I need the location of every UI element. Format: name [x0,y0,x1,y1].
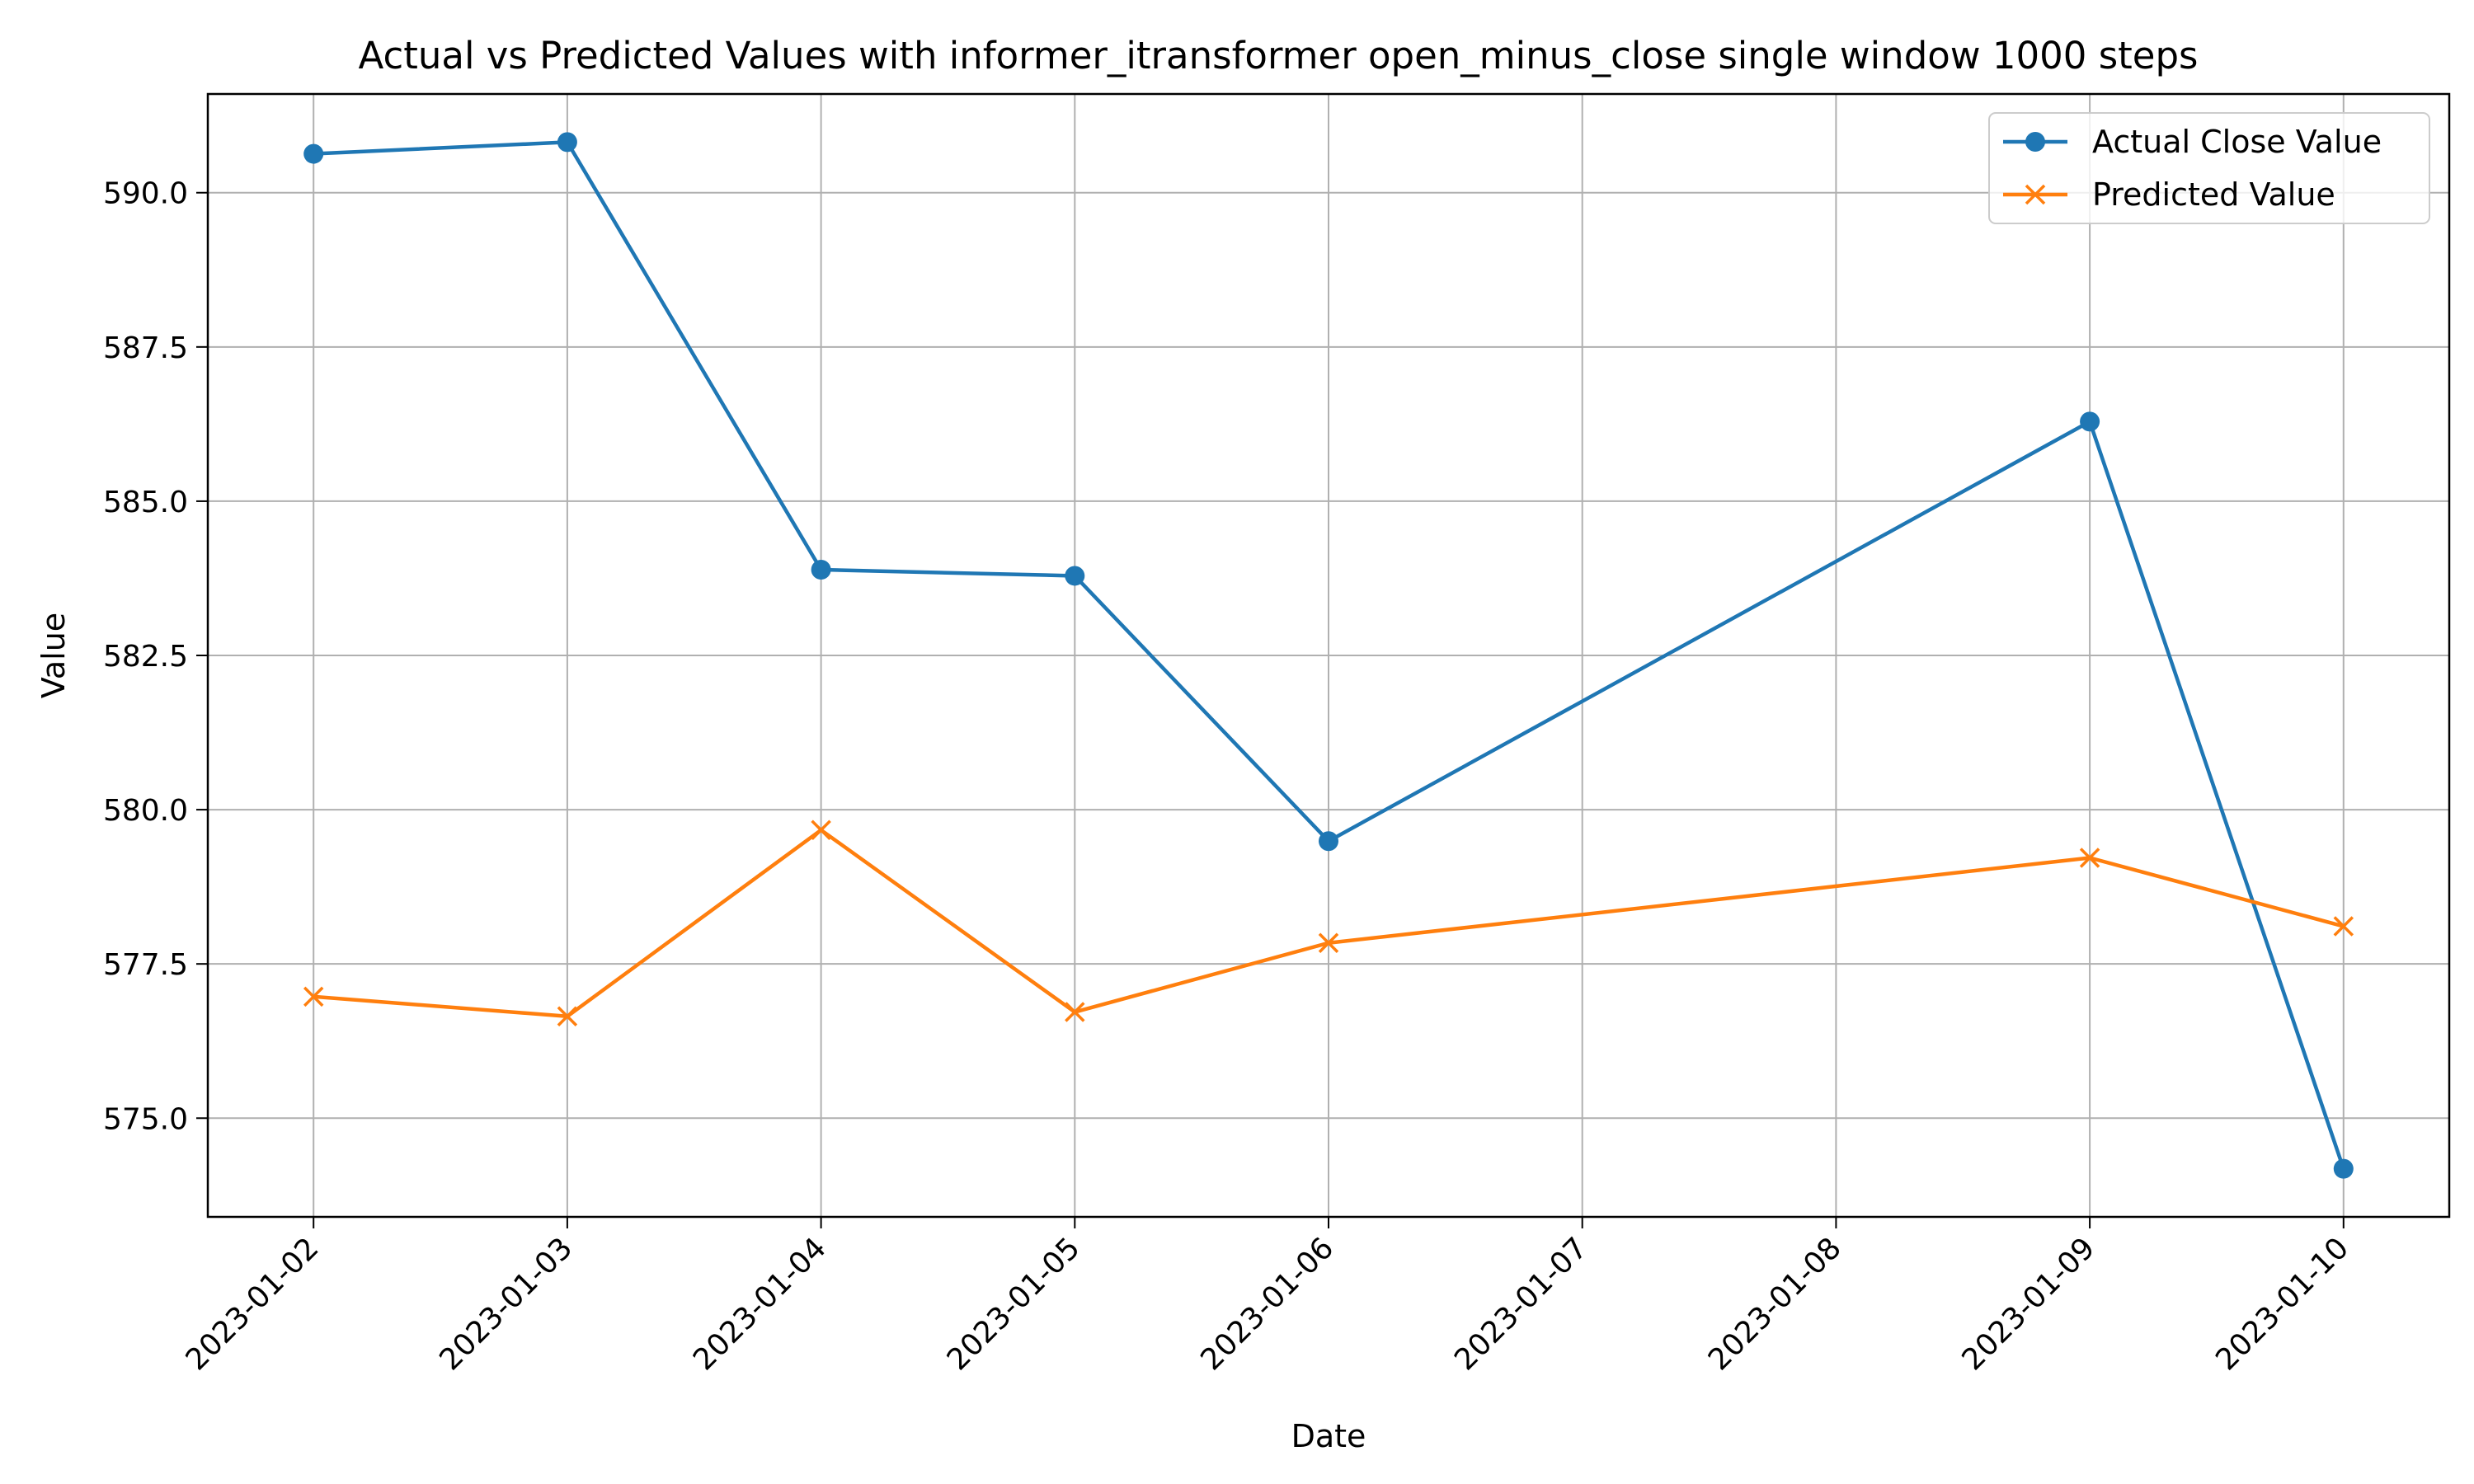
legend-item: Actual Close Value [2003,124,2382,160]
marker-stroke [2079,848,2100,868]
chart-title: Actual vs Predicted Values with informer… [358,34,2198,77]
data-point [2080,411,2100,432]
data-point [1065,1002,1085,1022]
data-point [811,559,831,580]
legend-marker [2025,132,2045,152]
data-point [303,986,324,1007]
y-tick-label: 575.0 [103,1102,188,1136]
y-tick-label: 585.0 [103,486,188,519]
data-point [557,132,577,153]
legend-item: Predicted Value [2003,176,2335,213]
data-point [557,1006,578,1027]
data-point [1318,932,1339,953]
data-point [1065,566,1085,586]
legend-marker [2025,184,2046,205]
x-axis-label: Date [1291,1418,1366,1454]
grid [208,94,2449,1217]
y-tick-label: 587.5 [103,331,188,365]
marker-stroke [557,1006,578,1027]
y-axis: 575.0 577.5 580.0 582.5 585.0 587.5 590.0 [103,177,208,1136]
data-point [811,819,831,841]
data-point [2079,848,2100,868]
data-point [303,143,324,164]
y-tick-label: 582.5 [103,640,188,674]
legend-label: Actual Close Value [2092,124,2382,160]
series-layer [303,132,2354,1179]
data-point [2333,1158,2354,1179]
y-tick-label: 580.0 [103,794,188,828]
marker-stroke [1065,1002,1085,1022]
y-tick-label: 577.5 [103,948,188,982]
data-point [1319,831,1338,852]
legend: Actual Close Value Predicted Value [1988,112,2430,224]
marker-stroke [2333,916,2354,937]
y-tick-label: 590.0 [103,177,188,211]
series-actual [303,132,2354,1179]
series-predicted [303,819,2354,1027]
marker-stroke [303,986,324,1007]
y-axis-label: Value [35,613,72,698]
data-point [2333,916,2354,937]
legend-box [1988,112,2430,224]
marker-stroke [1318,932,1339,953]
marker-stroke [811,819,831,841]
legend-label: Predicted Value [2092,176,2335,213]
